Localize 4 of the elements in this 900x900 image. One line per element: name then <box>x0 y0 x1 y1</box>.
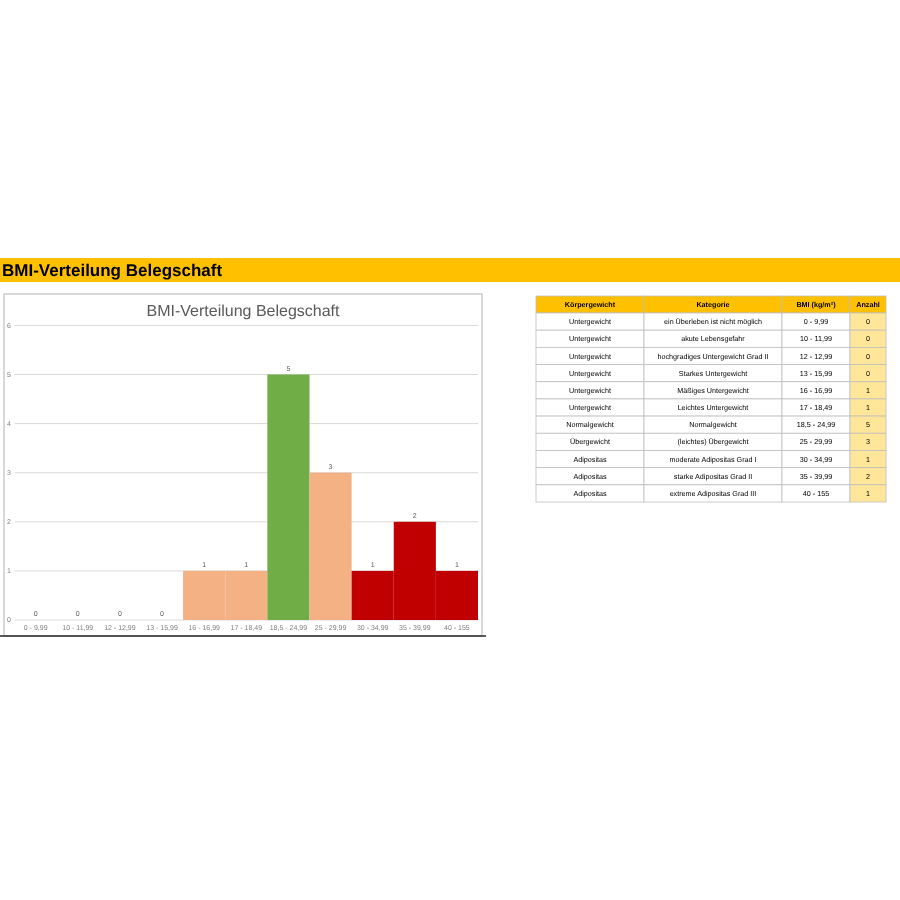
text: BMI-Verteilung Belegschaft <box>2 260 223 281</box>
chart-title: BMI-Verteilung Belegschaft <box>146 302 342 320</box>
bar <box>267 374 310 620</box>
bar <box>309 472 352 620</box>
